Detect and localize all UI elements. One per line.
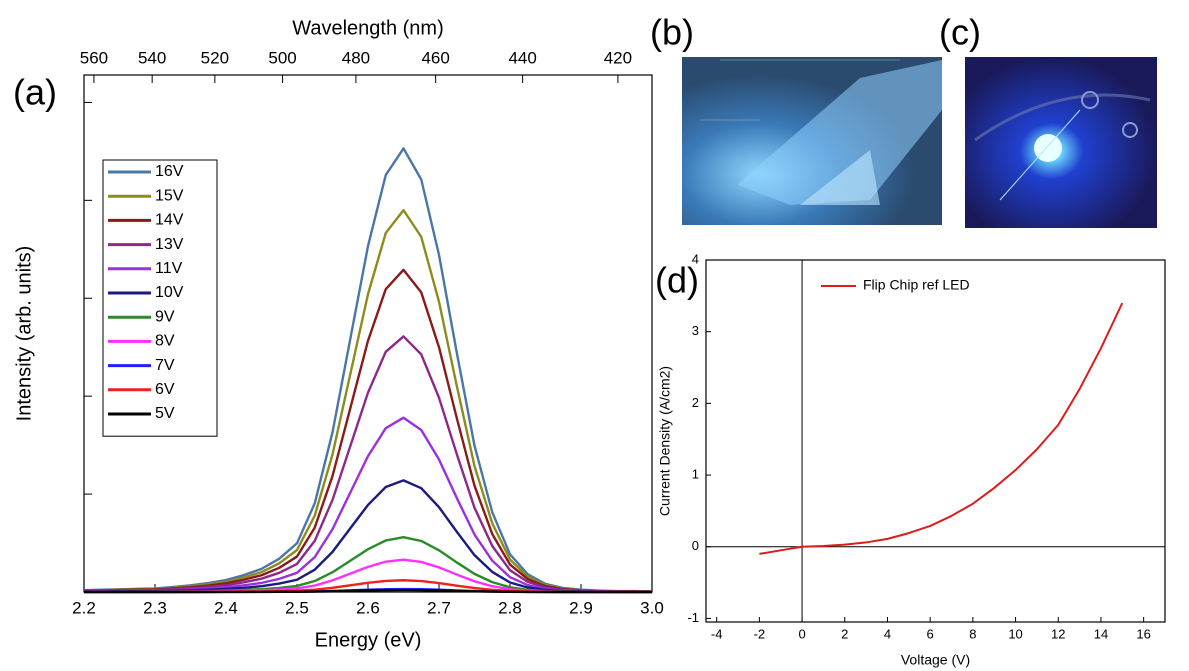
x-tick-label: 10 — [1008, 626, 1022, 641]
x-tick-label: 2 — [841, 626, 848, 641]
legend-label: 13V — [155, 236, 184, 253]
legend-label: 16V — [155, 163, 184, 180]
legend-label: 9V — [155, 308, 175, 325]
x-axis-title: Voltage (V) — [901, 652, 970, 668]
x-tick-label: 12 — [1051, 626, 1065, 641]
legend-label: 11V — [155, 260, 183, 277]
x2-tick-label: 500 — [268, 48, 296, 67]
x2-tick-label: 440 — [508, 48, 536, 67]
x-tick-label: -2 — [754, 626, 766, 641]
x-tick-label: 8 — [969, 626, 976, 641]
x-tick-label: 2.2 — [72, 598, 96, 617]
y-axis-title: Current Density (A/cm2) — [657, 366, 673, 516]
x2-tick-label: 520 — [201, 48, 229, 67]
y-tick-label: 0 — [692, 538, 699, 553]
x-tick-label: 2.5 — [285, 598, 309, 617]
y-tick-label: 2 — [692, 395, 699, 410]
x2-tick-label: 480 — [342, 48, 370, 67]
legend-label: 8V — [155, 333, 175, 350]
x2-tick-label: 420 — [604, 48, 632, 67]
x2-tick-label: 560 — [80, 48, 108, 67]
x-tick-label: 2.4 — [214, 598, 238, 617]
x2-tick-label: 460 — [421, 48, 449, 67]
x-tick-label: 3.0 — [640, 598, 664, 617]
series-line — [83, 479, 653, 594]
legend-label: Flip Chip ref LED — [863, 277, 970, 293]
x2-tick-label: 540 — [138, 48, 166, 67]
x-tick-label: 2.6 — [356, 598, 380, 617]
panel-label: (c) — [939, 12, 981, 53]
x-tick-label: 2.8 — [498, 598, 522, 617]
y-tick-label: -1 — [687, 610, 699, 625]
y-axis-title: Intensity (arb. units) — [13, 246, 35, 422]
plot-frame — [705, 259, 1166, 623]
legend-label: 14V — [155, 212, 184, 229]
x-axis-title: Energy (eV) — [315, 629, 422, 651]
legend-label: 6V — [155, 381, 175, 398]
x-tick-label: 14 — [1094, 626, 1108, 641]
y-tick-label: 3 — [692, 323, 699, 338]
x-tick-label: 0 — [798, 626, 805, 641]
panel-label: (d) — [655, 260, 699, 301]
photo-c — [965, 57, 1157, 228]
series-line — [84, 588, 652, 594]
x-tick-label: -4 — [711, 626, 723, 641]
legend-label: 5V — [155, 405, 175, 422]
x-tick-label: 16 — [1136, 626, 1150, 641]
x2-axis-title: Wavelength (nm) — [292, 17, 444, 39]
x-tick-label: 2.7 — [427, 598, 451, 617]
legend-label: 10V — [155, 284, 184, 301]
series-line — [759, 302, 1124, 555]
panel-label: (b) — [650, 12, 694, 53]
panel-label: (a) — [13, 72, 57, 113]
legend-label: 7V — [155, 357, 175, 374]
x-tick-label: 2.9 — [569, 598, 593, 617]
photo-b — [682, 57, 942, 225]
x-tick-label: 4 — [884, 626, 891, 641]
y-tick-label: 4 — [692, 251, 699, 266]
x-tick-label: 6 — [927, 626, 934, 641]
y-tick-label: 1 — [692, 466, 699, 481]
x-tick-label: 2.3 — [143, 598, 167, 617]
legend-label: 15V — [155, 187, 184, 204]
